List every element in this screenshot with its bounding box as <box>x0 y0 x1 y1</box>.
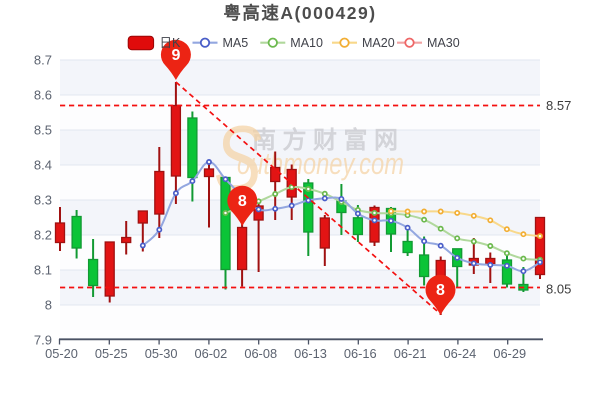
svg-text:8.6: 8.6 <box>34 88 52 103</box>
svg-text:日K: 日K <box>160 36 182 50</box>
svg-text:8.2: 8.2 <box>34 228 52 243</box>
svg-text:8.4: 8.4 <box>34 158 52 173</box>
svg-text:8.05: 8.05 <box>546 282 571 297</box>
svg-text:9: 9 <box>171 47 180 64</box>
svg-text:MA20: MA20 <box>362 36 395 50</box>
svg-text:05-25: 05-25 <box>95 346 128 361</box>
svg-text:8: 8 <box>436 282 445 299</box>
svg-text:8.57: 8.57 <box>546 98 571 113</box>
svg-text:06-29: 06-29 <box>493 346 526 361</box>
svg-text:MA30: MA30 <box>427 36 460 50</box>
svg-text:outhmoney.com: outhmoney.com <box>237 146 404 181</box>
svg-text:7.9: 7.9 <box>34 333 52 348</box>
svg-text:06-21: 06-21 <box>394 346 427 361</box>
svg-text:8.5: 8.5 <box>34 123 52 138</box>
svg-text:8.1: 8.1 <box>34 263 52 278</box>
svg-text:南方财富网: 南方财富网 <box>252 126 405 154</box>
svg-text:8: 8 <box>238 193 247 210</box>
svg-text:06-24: 06-24 <box>444 346 477 361</box>
svg-text:06-16: 06-16 <box>344 346 377 361</box>
svg-text:06-13: 06-13 <box>294 346 327 361</box>
svg-text:MA5: MA5 <box>223 36 249 50</box>
svg-text:8: 8 <box>45 298 52 313</box>
svg-text:06-08: 06-08 <box>244 346 277 361</box>
svg-text:05-20: 05-20 <box>45 346 78 361</box>
svg-text:06-02: 06-02 <box>195 346 228 361</box>
svg-text:8.3: 8.3 <box>34 193 52 208</box>
svg-text:8.7: 8.7 <box>34 53 52 68</box>
svg-text:MA10: MA10 <box>290 36 323 50</box>
svg-text:05-30: 05-30 <box>145 346 178 361</box>
svg-text:粤高速A(000429): 粤高速A(000429) <box>223 3 376 23</box>
